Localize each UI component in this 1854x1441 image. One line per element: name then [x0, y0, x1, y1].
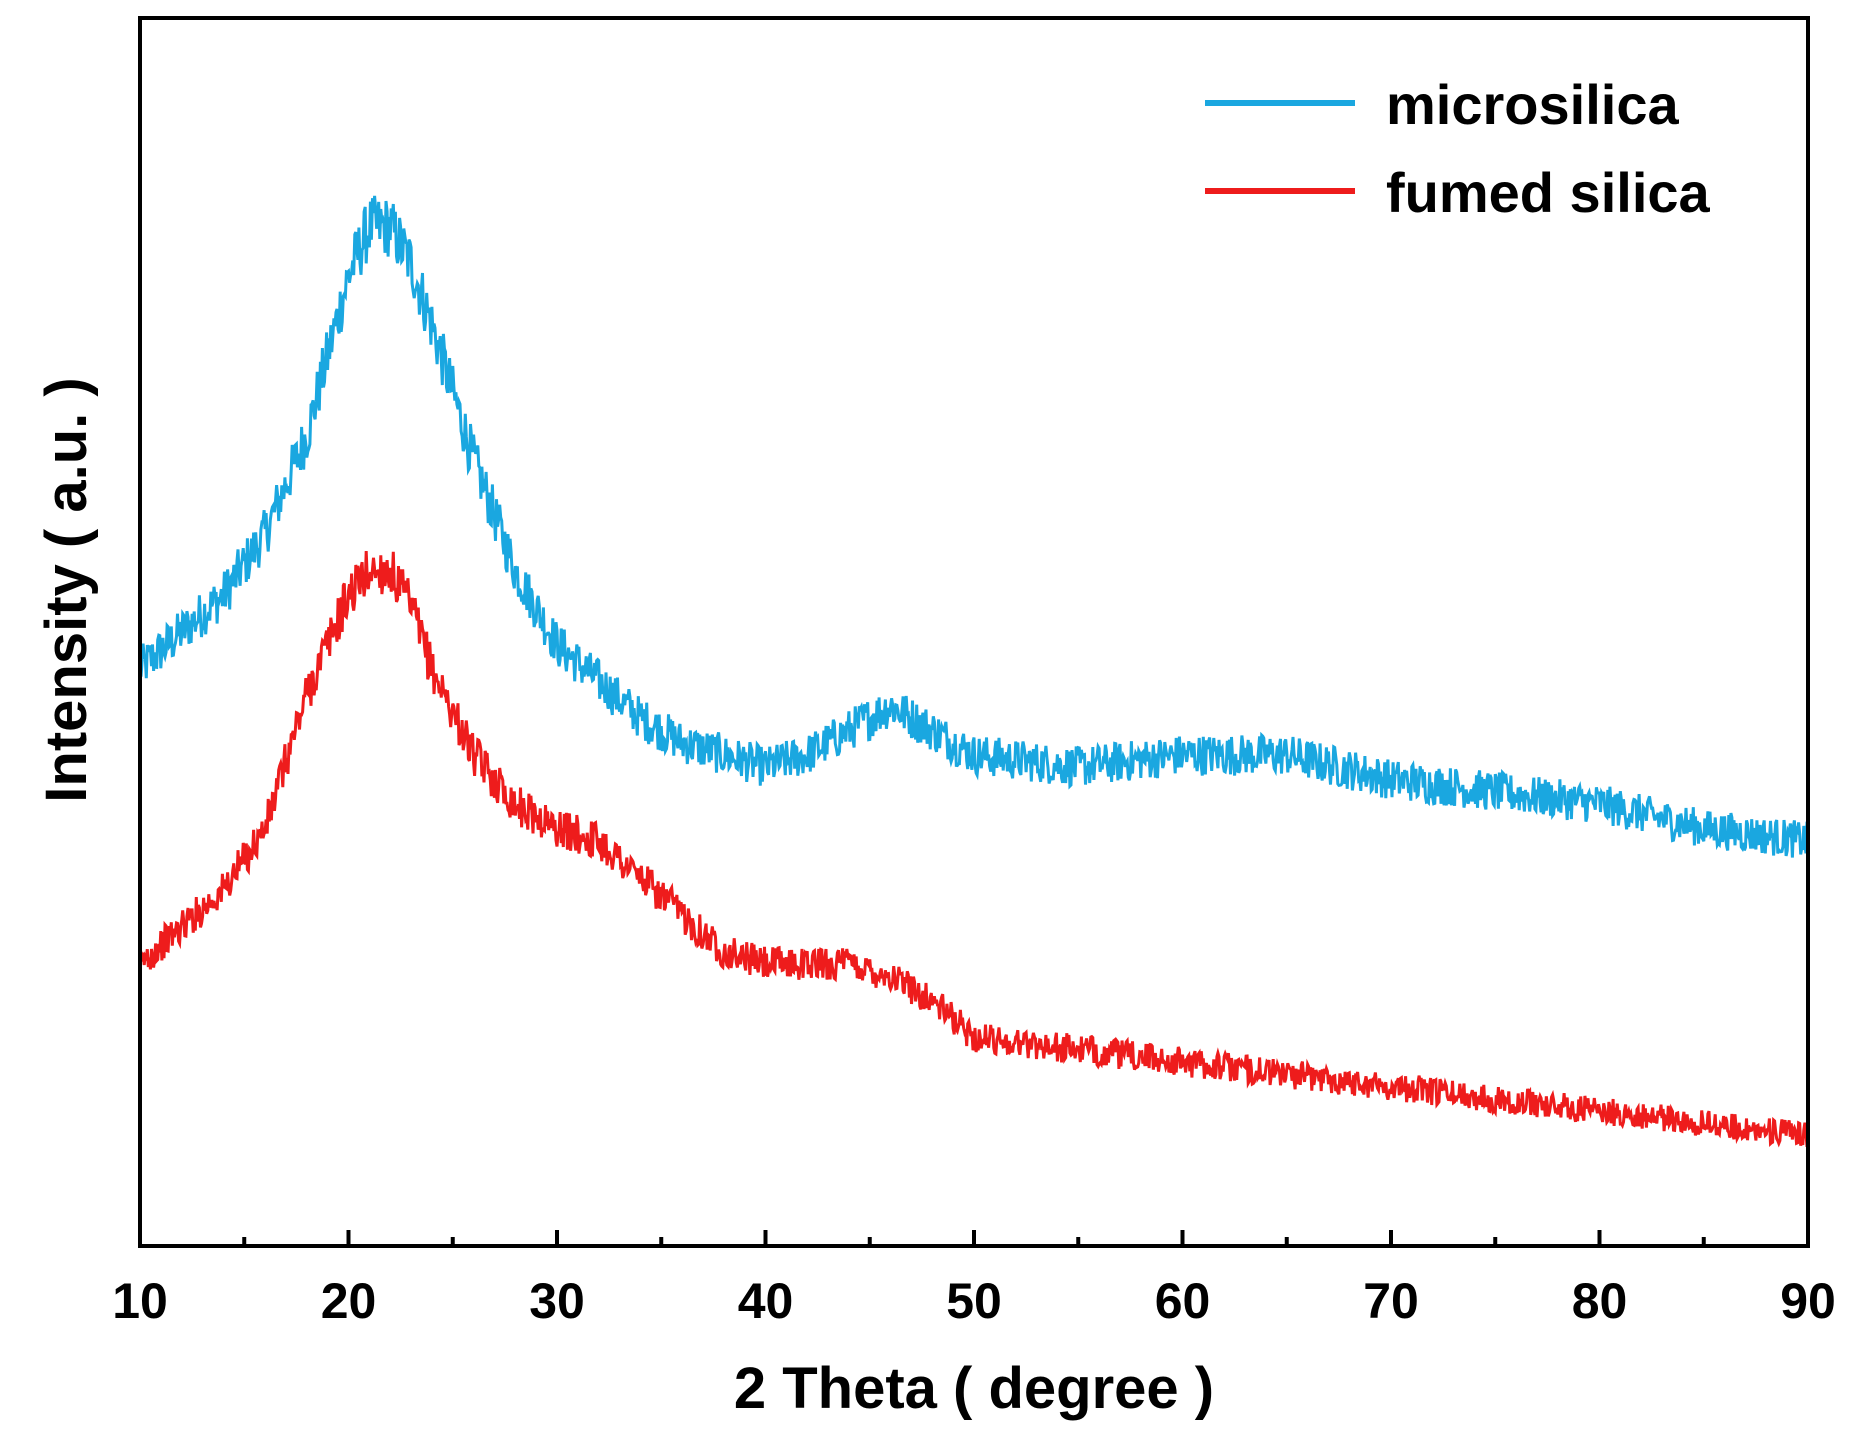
x-ticks [138, 1230, 1810, 1246]
legend: microsilica fumed silica [1205, 73, 1711, 224]
x-tick-label-20: 20 [321, 1273, 377, 1329]
series-line-fumed-silica [138, 551, 1810, 1148]
x-tick-label-90: 90 [1780, 1273, 1836, 1329]
x-tick-label-50: 50 [946, 1273, 1002, 1329]
y-axis-title: Intensity ( a.u. ) [34, 377, 99, 802]
legend-label-microsilica: microsilica [1386, 73, 1679, 136]
series-line-microsilica [138, 195, 1810, 858]
x-tick-label-60: 60 [1155, 1273, 1211, 1329]
x-axis-title: 2 Theta ( degree ) [734, 1356, 1214, 1421]
x-tick-label-30: 30 [529, 1273, 585, 1329]
x-tick-label-40: 40 [738, 1273, 794, 1329]
x-tick-labels: 10 20 30 40 50 60 70 80 90 [112, 1273, 1836, 1329]
series-layer [138, 195, 1810, 1148]
legend-label-fumed-silica: fumed silica [1386, 161, 1711, 224]
x-tick-label-70: 70 [1363, 1273, 1419, 1329]
x-tick-label-80: 80 [1572, 1273, 1628, 1329]
x-tick-label-10: 10 [112, 1273, 168, 1329]
